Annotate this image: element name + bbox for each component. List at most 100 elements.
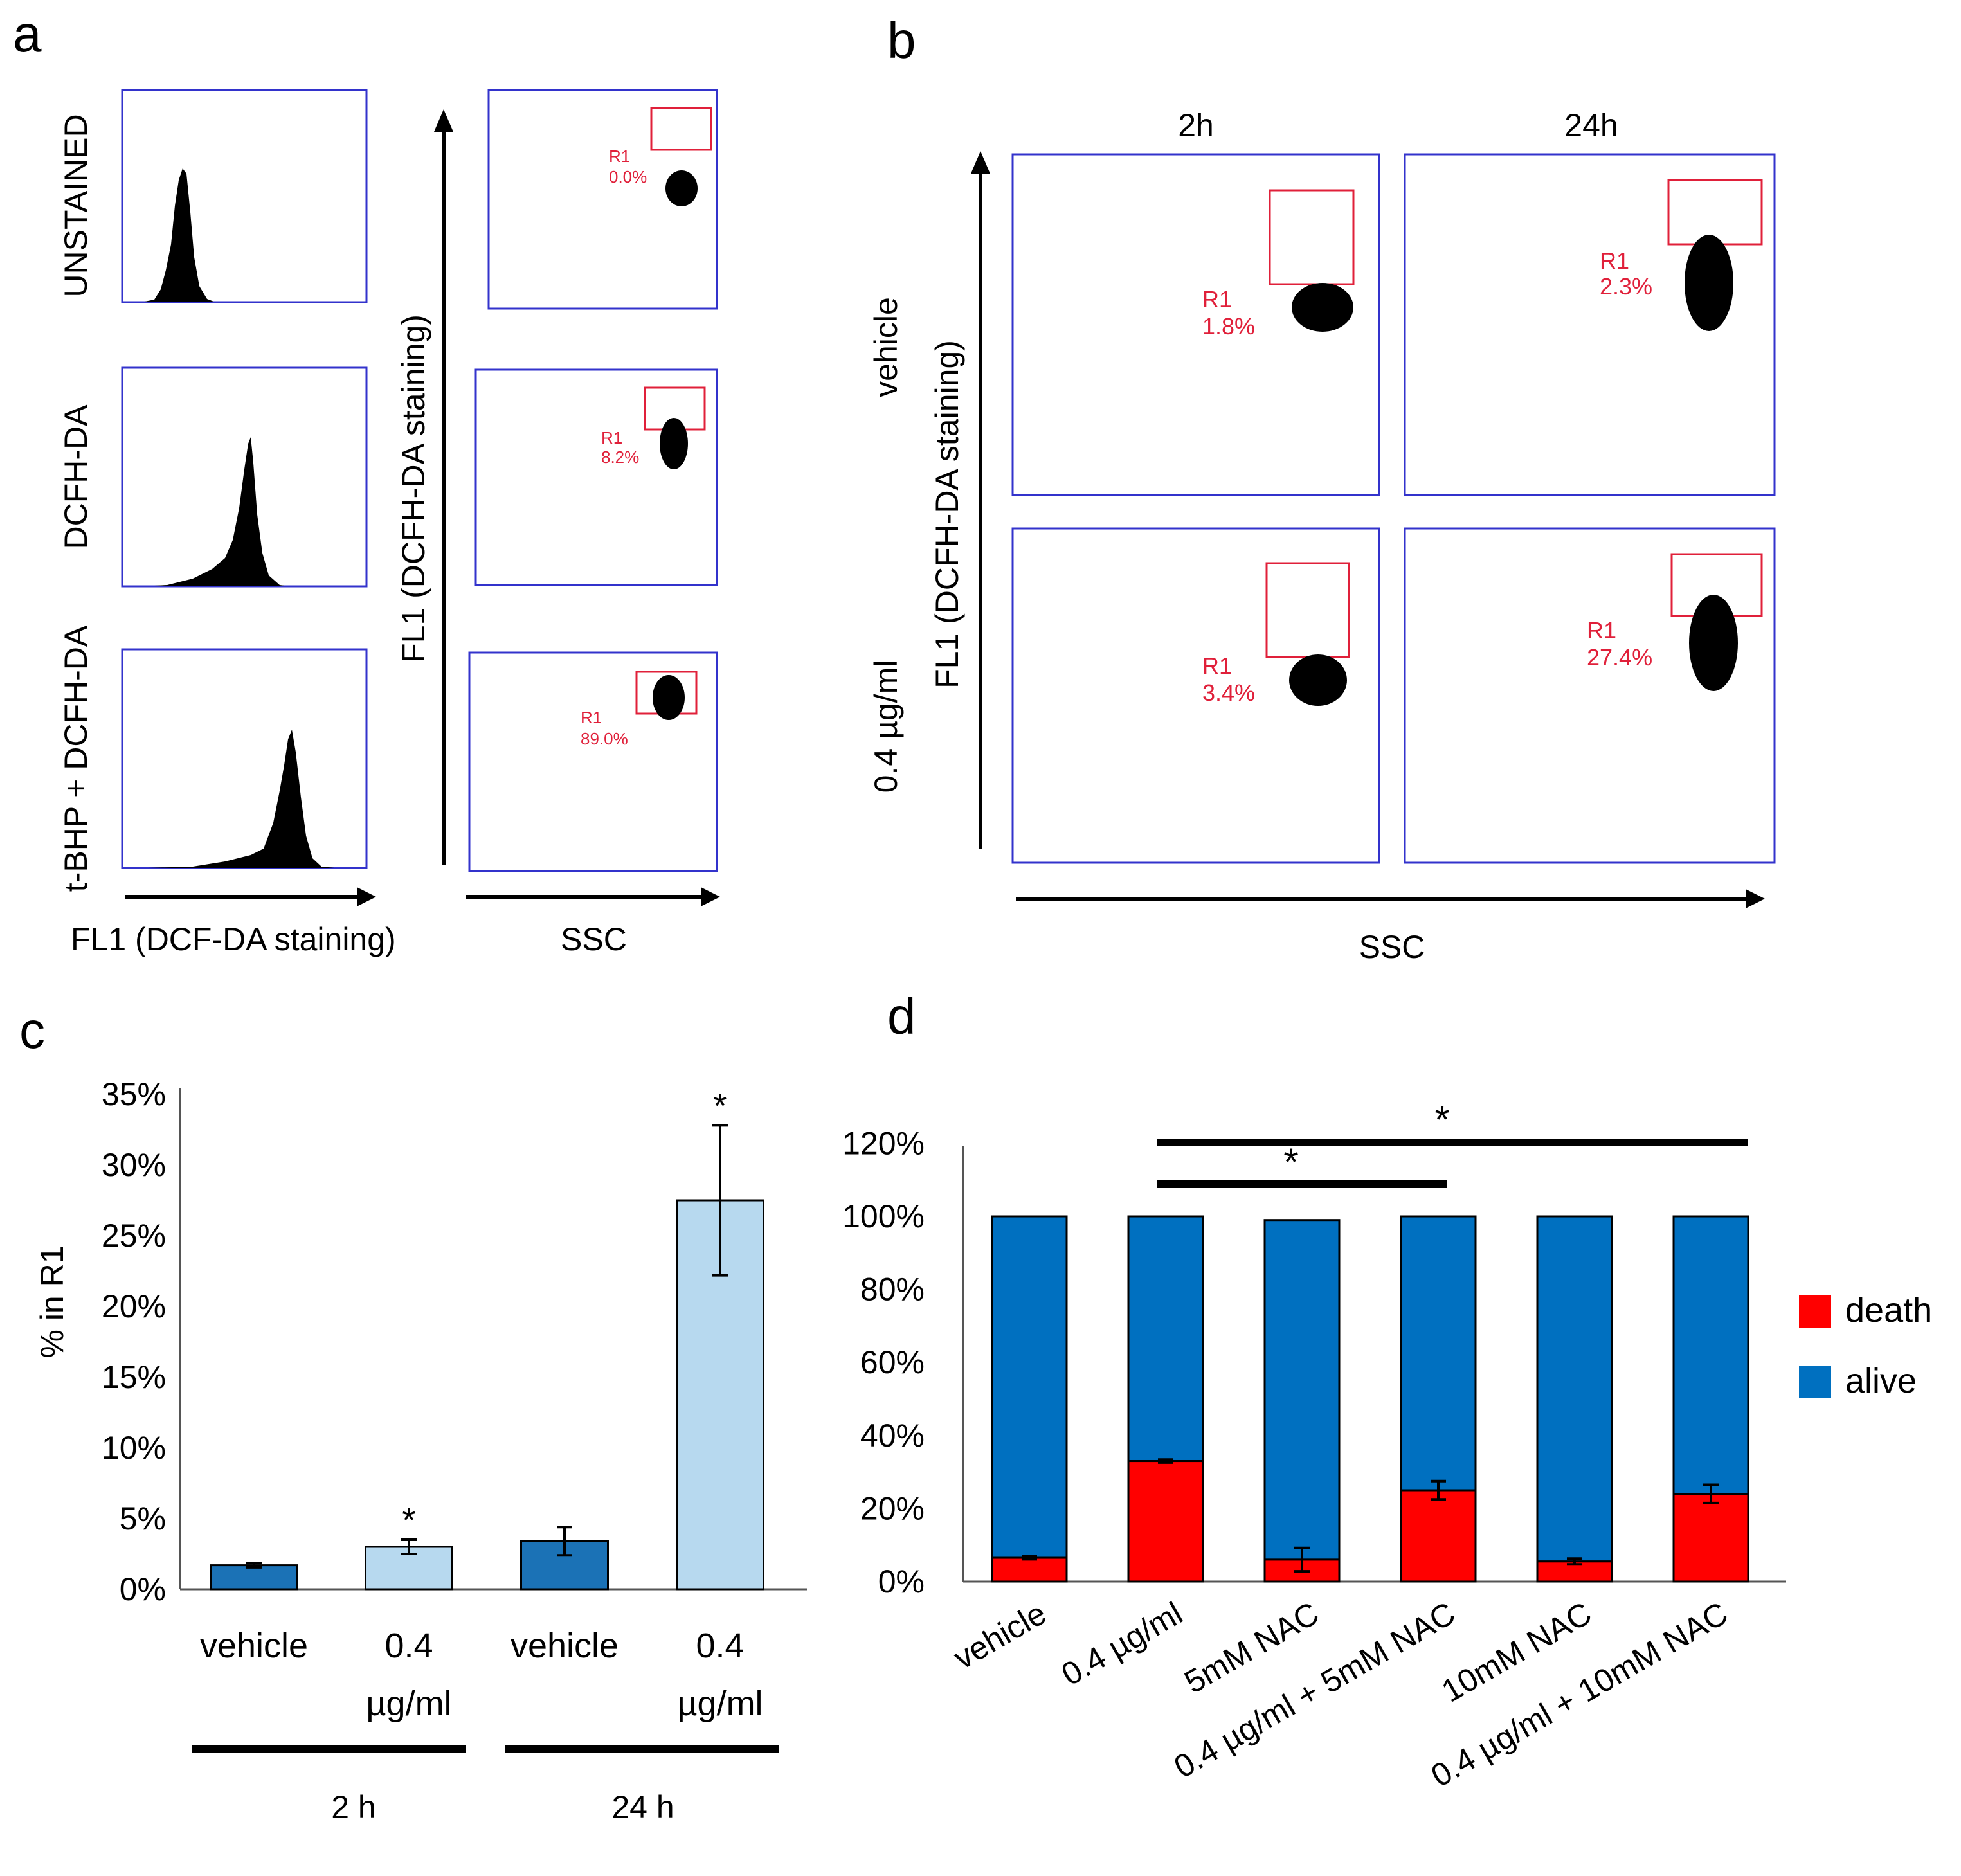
panel-a-row-label-2: DCFH-DA [58, 404, 94, 550]
panel-b-gate-value-3: 3.4% [1202, 680, 1255, 706]
panel-a-scatter-xlabel: SSC [561, 921, 627, 957]
panel-d-letter: d [887, 988, 916, 1045]
panel-b-x-arrowhead [1746, 889, 1765, 908]
panel-d-y-tick-label: 120% [842, 1125, 925, 1161]
panel-d-bar-death [1127, 1460, 1204, 1583]
panel-a-scatter-frame-2 [474, 368, 718, 586]
panel-c-bar [210, 1564, 298, 1591]
panel-a-scatter-y-arrowhead [434, 109, 453, 132]
panel-c-x-tick-label: vehicle [511, 1627, 619, 1665]
panel-b: b 2h 24h R1 1.8% R1 2.3% R1 3.4% R1 27.4… [868, 12, 1776, 965]
panel-a-scatter-x-arrowhead [701, 887, 720, 906]
panel-b-gate-value-2: 2.3% [1600, 273, 1652, 300]
panel-b-letter: b [887, 12, 916, 69]
panel-d-x-tick-label: vehicle [948, 1595, 1053, 1676]
panel-d-bar-death [991, 1556, 1068, 1583]
panel-a-histogram-frame-1 [121, 89, 368, 303]
panel-b-cluster-2 [1685, 235, 1733, 331]
panel-d-bar-alive [1536, 1215, 1613, 1563]
panel-a-cluster-2 [660, 418, 688, 469]
panel-b-xlabel: SSC [1359, 929, 1425, 965]
panel-d-bar-death [1672, 1493, 1749, 1583]
panel-a-scatter-ylabel: FL1 (DCFH-DA staining) [395, 314, 431, 663]
panel-a-gate-label-2: R1 [601, 428, 622, 447]
panel-b-gate-label-1: R1 [1202, 286, 1232, 312]
panel-c-y-tick-label: 0% [120, 1571, 166, 1607]
panel-d-significance-star-2: * [1283, 1141, 1298, 1184]
panel-a-gate-label-3: R1 [581, 708, 602, 727]
panel-c-x-labels: vehicle 0.4 µg/ml vehicle 0.4 µg/ml [200, 1627, 763, 1723]
panel-d-y-tick-label: 80% [860, 1272, 925, 1308]
panel-a-gate-label-1: R1 [609, 147, 630, 166]
panel-a-cluster-3 [653, 675, 685, 720]
panel-c-group-label-1: 2 h [331, 1789, 376, 1825]
panel-d-significance-star-1: * [1434, 1098, 1449, 1141]
panel-a-hist-x-arrowhead [357, 887, 376, 906]
panel-c-y-ticks: 0% 5% 10% 15% 20% 25% 30% 35% [102, 1076, 166, 1607]
panel-b-gate-value-4: 27.4% [1587, 644, 1652, 671]
panel-c-ylabel: % in R1 [34, 1245, 70, 1358]
panel-b-cluster-4 [1689, 595, 1738, 691]
panel-a-gate-value-3: 89.0% [581, 729, 628, 748]
panel-d-y-tick-label: 0% [878, 1564, 925, 1600]
panel-c-significance-star: * [402, 1500, 415, 1540]
panel-d-x-tick-label: 0.4 µg/ml [1056, 1595, 1189, 1693]
panel-c-group-label-2: 24 h [611, 1789, 674, 1825]
panel-b-cluster-3 [1289, 654, 1347, 706]
legend-swatch-alive [1799, 1366, 1831, 1398]
panel-c-y-tick-label: 5% [120, 1501, 166, 1537]
panel-b-gate-value-1: 1.8% [1202, 313, 1255, 339]
panel-c-bars: ** [210, 1085, 764, 1591]
panel-d-bar-alive [1263, 1219, 1341, 1561]
panel-c-y-tick-label: 20% [102, 1288, 166, 1324]
panel-d-y-tick-label: 40% [860, 1418, 925, 1454]
panel-c-x-tick-label: 0.4 [384, 1627, 433, 1665]
panel-d-y-tick-label: 20% [860, 1490, 925, 1526]
panel-c-y-tick-label: 35% [102, 1076, 166, 1112]
legend-label-alive: alive [1845, 1362, 1917, 1400]
panel-d-bars [991, 1215, 1749, 1583]
panel-a-row-label-3: t-BHP + DCFH-DA [58, 625, 94, 892]
panel-c-y-tick-label: 10% [102, 1430, 166, 1466]
panel-d-y-ticks: 0% 20% 40% 60% 80% 100% 120% [842, 1125, 925, 1600]
panel-b-col-label-1: 2h [1178, 107, 1214, 143]
panel-c-y-tick-label: 25% [102, 1218, 166, 1254]
panel-c-x-tick-label: vehicle [200, 1627, 308, 1665]
panel-c-significance-star: * [713, 1085, 727, 1125]
panel-d-bar-alive [1127, 1215, 1204, 1463]
panel-c-y-tick-label: 15% [102, 1359, 166, 1395]
panel-a-gate-value-2: 8.2% [601, 447, 639, 467]
panel-a-row-label-1: UNSTAINED [58, 114, 94, 297]
panel-d-bar-death [1400, 1489, 1477, 1583]
panel-b-col-label-2: 24h [1564, 107, 1618, 143]
panel-b-gate-label-2: R1 [1600, 248, 1629, 274]
panel-a-cluster-1 [665, 170, 698, 206]
panel-d-bar-alive [1672, 1215, 1749, 1495]
panel-b-y-arrowhead [971, 151, 990, 174]
panel-b-row-label-1: vehicle [868, 297, 904, 397]
panel-b-cluster-1 [1292, 283, 1353, 332]
panel-d-bar-alive [1400, 1215, 1477, 1492]
panel-b-plot-treated-24h [1404, 527, 1776, 864]
panel-a-gate-value-1: 0.0% [609, 167, 647, 186]
panel-c-x-tick-label: 0.4 [696, 1627, 744, 1665]
panel-a-histogram-3 [148, 730, 334, 868]
panel-c-x-tick-label: µg/ml [677, 1684, 763, 1723]
panel-b-gate-label-4: R1 [1587, 617, 1616, 644]
panel-b-gate-1 [1269, 189, 1355, 285]
panel-c-letter: c [19, 1002, 45, 1059]
panel-b-row-label-2: 0.4 µg/ml [868, 660, 904, 793]
legend-swatch-death [1799, 1295, 1831, 1328]
panel-a-histogram-frame-3 [121, 648, 368, 869]
panel-c-y-tick-label: 30% [102, 1147, 166, 1183]
panel-a: a UNSTAINED DCFH-DA t-BHP + DCFH-DA FL1 … [13, 5, 720, 957]
panel-a-gate-1 [650, 107, 712, 151]
panel-a-letter: a [13, 5, 42, 62]
panel-c-x-tick-label: µg/ml [366, 1684, 451, 1723]
panel-c: c % in R1 0%5%10%15%20%25%30%35% ** vehi… [19, 1002, 807, 1825]
panel-a-histogram-1 [141, 168, 215, 302]
panel-d-y-tick-label: 60% [860, 1344, 925, 1380]
panel-b-ylabel: FL1 (DCFH-DA staining) [929, 340, 965, 689]
legend-label-death: death [1845, 1291, 1932, 1330]
